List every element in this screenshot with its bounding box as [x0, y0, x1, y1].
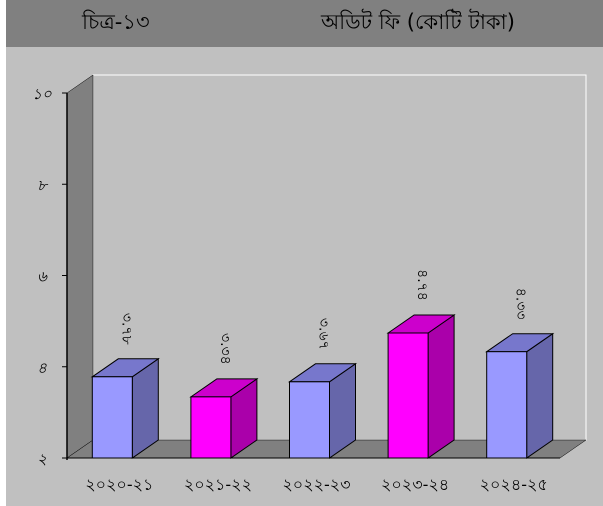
- x-tick-label: ২০২১-২২: [184, 475, 252, 494]
- bar-front: [387, 332, 429, 459]
- bar-front: [190, 396, 232, 459]
- bar-front: [91, 376, 133, 459]
- bar-side: [427, 314, 455, 459]
- x-tick-label: ২০২৩-২৪: [381, 475, 449, 494]
- bar-5: [485, 332, 555, 459]
- bars: ৩.৭৮ ৩.৩৪ ৩.৬৭ ৪.৭৪ ৪.৩৩: [90, 269, 555, 459]
- bar-front: [486, 351, 528, 459]
- bar-4: [386, 314, 456, 459]
- figure-number: চিত্র-১৩: [82, 10, 150, 34]
- chart-header: চিত্র-১৩ অডিট ফি (কোটি টাকা): [6, 0, 603, 47]
- y-tick-label: ২: [37, 450, 47, 468]
- x-tick-label: ২০২৪-২৫: [480, 475, 548, 494]
- y-tick-label: ১০: [32, 85, 52, 103]
- y-tick-label: ৪: [37, 359, 47, 377]
- x-axis-labels: ২০২০-২১ ২০২১-২২ ২০২২-২৩ ২০২৩-২৪ ২০২৪-২৫: [85, 475, 548, 494]
- side-wall: [66, 74, 94, 459]
- data-label: ৩.৩৪: [217, 333, 233, 365]
- bar-front: [289, 381, 330, 459]
- bar-1: [90, 357, 160, 459]
- x-tick-label: ২০২০-২১: [85, 475, 153, 494]
- y-tick-label: ৮: [37, 176, 49, 194]
- bar-2: [189, 377, 259, 459]
- x-tick-label: ২০২২-২৩: [282, 475, 350, 494]
- data-label: ৪.৩৩: [513, 288, 529, 320]
- data-label: ৩.৭৮: [118, 313, 134, 345]
- bar-3: [287, 362, 358, 459]
- data-label: ৪.৭৪: [414, 269, 430, 301]
- bar-side: [526, 332, 554, 459]
- data-label: ৩.৬৭: [316, 318, 332, 350]
- chart-title: অডিট ফি (কোটি টাকা): [321, 10, 515, 34]
- y-tick-label: ৬: [37, 268, 48, 286]
